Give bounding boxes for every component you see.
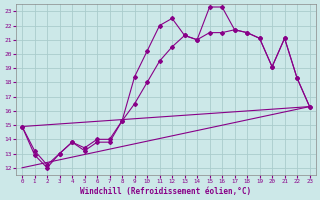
X-axis label: Windchill (Refroidissement éolien,°C): Windchill (Refroidissement éolien,°C) <box>80 187 252 196</box>
